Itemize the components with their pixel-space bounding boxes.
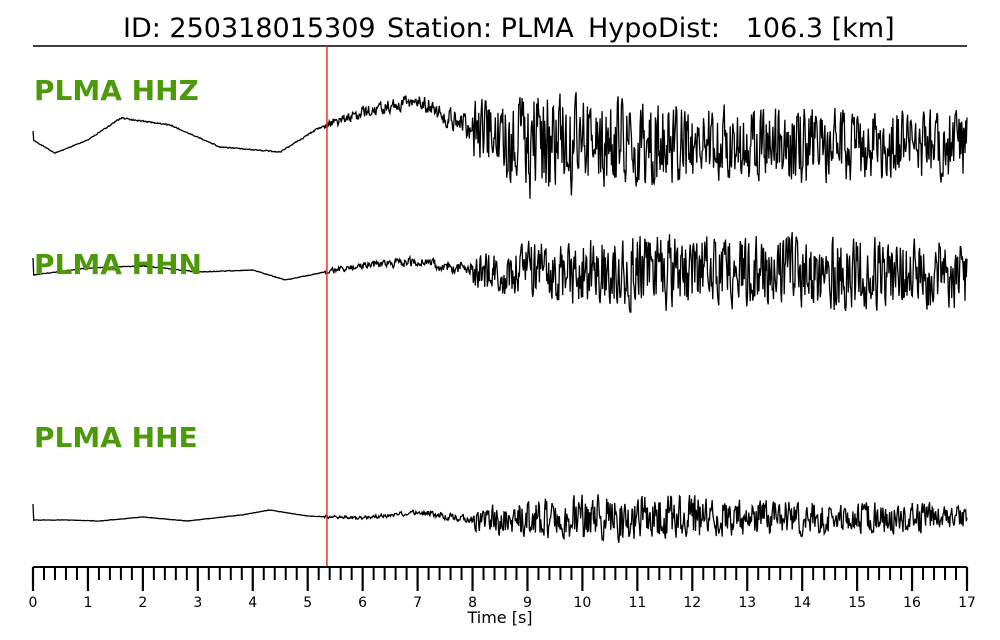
channel-label: PLMA HHN [34, 248, 202, 281]
tick-label: 7 [413, 595, 422, 611]
tick-label: 16 [903, 595, 921, 611]
trace-group [32, 92, 968, 544]
trace-plma-hhe [32, 494, 968, 544]
hypodist-text: HypoDist: 106.3 [km] [588, 13, 895, 44]
tick-label: 4 [248, 595, 257, 611]
tick-label: 9 [523, 595, 532, 611]
channel-label-group: PLMA HHZ PLMA HHN PLMA HHE [34, 74, 202, 454]
tick-label: 3 [193, 595, 202, 611]
event-id-text: ID: 250318015309 [123, 13, 376, 44]
tick-label: 17 [958, 595, 976, 611]
tick-label: 10 [573, 595, 591, 611]
tick-label: 1 [83, 595, 92, 611]
channel-label: PLMA HHE [34, 421, 198, 454]
x-axis-label: Time [s] [466, 608, 532, 627]
channel-label: PLMA HHZ [34, 74, 199, 107]
tick-label: 13 [738, 595, 756, 611]
tick-label: 14 [793, 595, 811, 611]
tick-label: 0 [29, 595, 38, 611]
tick-label: 12 [683, 595, 701, 611]
trace-plma-hhz [32, 92, 968, 199]
tick-label: 15 [848, 595, 866, 611]
figure-title: ID: 250318015309 Station: PLMA HypoDist:… [123, 13, 895, 44]
trace-plma-hhn [32, 232, 968, 313]
tick-label: 8 [468, 595, 477, 611]
station-text: Station: PLMA [387, 13, 574, 44]
tick-label: 11 [628, 595, 646, 611]
tick-label: 5 [303, 595, 312, 611]
tick-label: 6 [358, 595, 367, 611]
tick-label: 2 [138, 595, 147, 611]
